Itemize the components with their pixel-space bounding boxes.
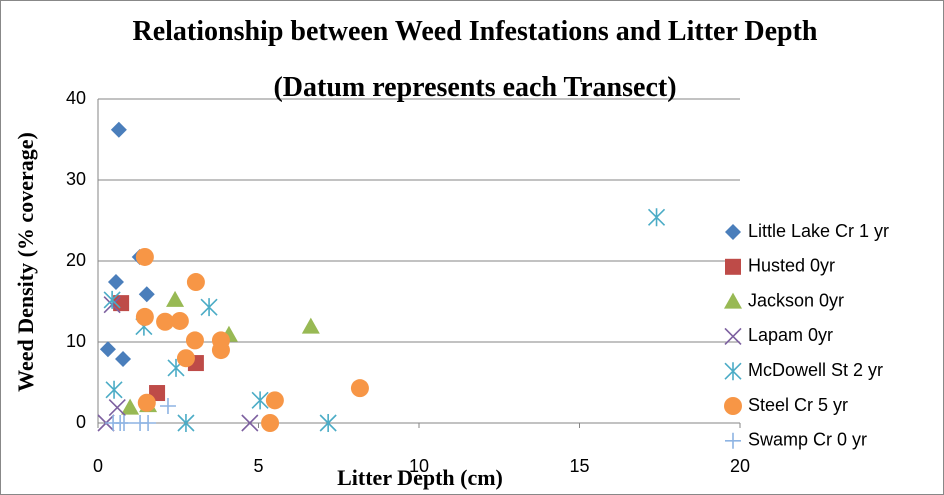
point (166, 290, 185, 307)
legend-item: Little Lake Cr 1 yr (725, 221, 889, 241)
legend-marker (725, 224, 741, 240)
point (200, 298, 218, 317)
legend-marker (725, 258, 741, 275)
legend-label: McDowell St 2 yr (748, 360, 883, 380)
legend-item: McDowell St 2 yr (724, 360, 883, 381)
legend-item: Husted 0yr (725, 256, 835, 276)
y-axis-label: Weed Density (% coverage) (13, 132, 38, 392)
x-axis-label: Litter Depth (cm) (337, 465, 503, 490)
point (107, 274, 124, 291)
legend-item: Steel Cr 5 yr (724, 395, 848, 415)
point (186, 273, 205, 292)
point (110, 121, 127, 138)
point (177, 414, 195, 432)
point (108, 399, 126, 417)
point (211, 341, 230, 360)
point (115, 351, 132, 368)
legend-marker (724, 327, 742, 345)
x-tick-label: 20 (730, 456, 750, 476)
x-tick-label: 10 (409, 456, 429, 476)
x-tick-label: 15 (569, 456, 589, 476)
legend-label: Husted 0yr (748, 256, 835, 276)
y-tick-label: 40 (66, 88, 86, 108)
legend-label: Steel Cr 5 yr (748, 395, 848, 415)
point (265, 391, 284, 410)
y-tick-label: 10 (66, 331, 86, 351)
point (251, 391, 269, 410)
point (137, 393, 156, 412)
point (241, 414, 259, 432)
point (159, 397, 176, 414)
point (301, 317, 320, 334)
point (103, 290, 121, 309)
x-tick-label: 5 (253, 456, 263, 476)
point (176, 349, 195, 368)
legend-label: Swamp Cr 0 yr (748, 430, 867, 450)
legend-marker (725, 432, 741, 449)
y-tick-label: 20 (66, 250, 86, 270)
point (350, 379, 369, 398)
legend-item: Jackson 0yr (724, 290, 844, 310)
point (261, 414, 280, 432)
point (135, 307, 154, 326)
point (99, 341, 116, 358)
legend-label: Lapam 0yr (748, 325, 833, 345)
point (140, 415, 157, 431)
point (185, 331, 204, 350)
y-tick-label: 30 (66, 169, 86, 189)
chart-title: Relationship between Weed Infestations a… (132, 16, 818, 103)
legend-item: Lapam 0yr (724, 325, 833, 345)
point (138, 286, 155, 303)
point (135, 247, 154, 266)
point (121, 398, 140, 415)
point (170, 311, 189, 330)
point (105, 380, 123, 399)
point (156, 312, 175, 331)
legend-marker (724, 292, 742, 309)
legend-label: Little Lake Cr 1 yr (748, 221, 889, 241)
point (116, 415, 133, 431)
legend-marker (724, 362, 742, 381)
legend-marker (724, 397, 742, 415)
point (319, 414, 337, 432)
legend-item: Swamp Cr 0 yr (725, 430, 867, 450)
x-tick-label: 0 (93, 456, 103, 476)
legend-label: Jackson 0yr (748, 290, 844, 310)
y-tick-label: 0 (76, 412, 86, 432)
point (647, 208, 666, 227)
